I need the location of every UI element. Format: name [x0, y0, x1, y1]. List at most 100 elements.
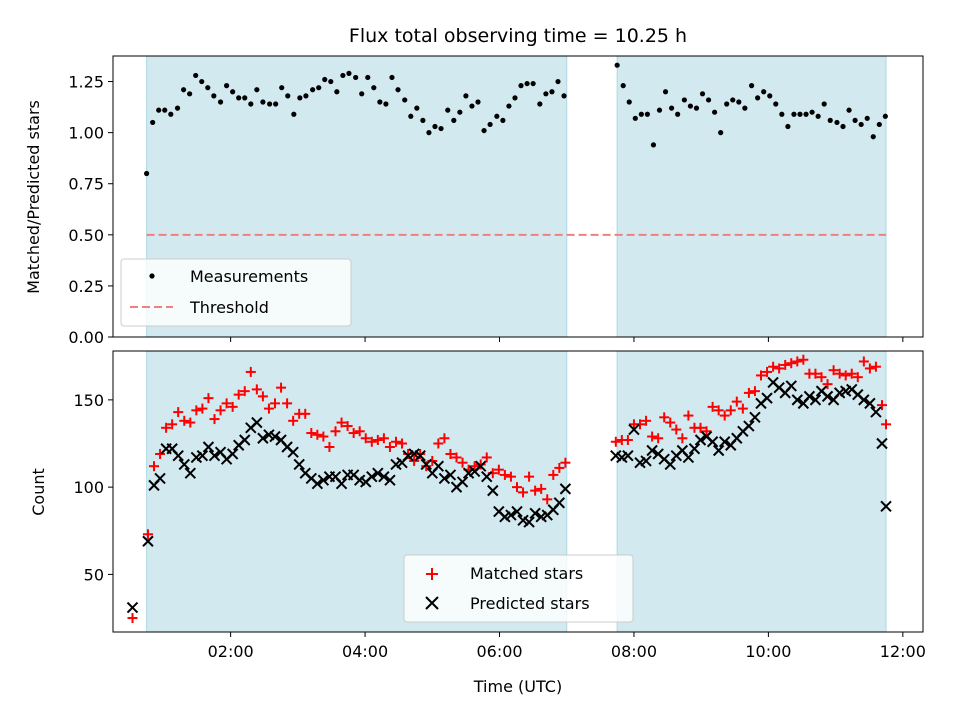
y-tick-label: 150 — [73, 391, 104, 410]
measurement-point — [162, 107, 168, 113]
measurement-point — [840, 123, 846, 130]
matched-star-marker — [493, 464, 504, 475]
measurement-point — [451, 117, 457, 123]
measurement-point — [644, 111, 650, 117]
measurement-point — [445, 107, 451, 113]
measurement-point — [279, 85, 285, 91]
matched-stars-points — [127, 354, 892, 624]
matched-star-marker — [245, 366, 256, 377]
predicted-star-marker — [505, 509, 517, 521]
matched-star-marker — [762, 366, 773, 377]
matched-star-marker — [834, 368, 845, 379]
measurement-point — [852, 117, 858, 123]
bottom-x-ticks: 02:00 04:00 06:00 08:00 10:00 12:00 — [208, 632, 926, 661]
predicted-star-marker — [876, 437, 888, 450]
measurement-point — [432, 123, 438, 130]
matched-star-marker — [737, 403, 748, 414]
y-tick-label: 1.25 — [68, 73, 104, 92]
matched-star-marker — [524, 471, 535, 482]
matched-star-marker — [239, 386, 250, 397]
matched-star-marker — [354, 426, 365, 437]
measurement-point — [870, 134, 876, 140]
measurement-point — [791, 111, 797, 117]
bottom-observing-windows — [146, 350, 887, 633]
matched-star-marker — [731, 396, 742, 407]
measurement-point — [748, 83, 755, 89]
matched-star-marker — [743, 387, 754, 398]
predicted-star-marker — [743, 420, 755, 432]
measurement-point — [475, 99, 481, 105]
measurement-point — [650, 142, 657, 148]
matched-star-marker — [433, 438, 444, 449]
matched-star-marker — [185, 417, 196, 428]
top-legend-box — [120, 258, 352, 327]
measurement-point — [537, 101, 543, 107]
matched-star-marker — [142, 529, 153, 540]
chart-title: Flux total observing time = 10.25 h — [349, 25, 687, 47]
measurement-point — [506, 103, 512, 109]
y-tick-label: 50 — [84, 565, 104, 584]
measurement-point — [316, 85, 322, 91]
top-axes-frame — [112, 55, 924, 338]
predicted-star-marker — [706, 436, 719, 448]
predicted-star-marker — [791, 394, 804, 406]
matched-star-marker — [282, 398, 293, 409]
measurement-point — [248, 101, 254, 107]
measurement-point — [481, 127, 487, 134]
predicted-star-marker — [864, 397, 876, 410]
measurement-point — [761, 89, 767, 95]
measurement-point — [389, 74, 395, 81]
matched-star-marker — [719, 410, 730, 421]
matched-star-marker — [457, 457, 468, 468]
measurement-point — [779, 111, 785, 117]
matched-star-marker — [846, 368, 857, 379]
predicted-star-marker — [317, 474, 330, 486]
predicted-star-marker — [880, 500, 892, 513]
measurement-point — [681, 97, 687, 103]
matched-star-marker — [197, 403, 208, 414]
matched-star-marker — [725, 405, 736, 416]
predicted-stars-points — [126, 376, 892, 614]
measurement-point — [156, 107, 162, 113]
measurement-point — [303, 93, 309, 99]
predicted-star-marker — [511, 505, 523, 518]
y-tick-label: 0.00 — [68, 328, 104, 347]
x-tick-label: 10:00 — [745, 642, 791, 661]
measurement-point — [285, 93, 291, 99]
predicted-star-marker — [184, 467, 197, 479]
predicted-star-marker — [178, 458, 190, 471]
measurement-point — [500, 117, 506, 123]
matched-star-marker — [439, 433, 450, 444]
matched-star-marker — [288, 415, 299, 426]
matched-star-marker — [677, 433, 688, 444]
matched-star-marker — [622, 435, 633, 446]
measurement-point — [426, 130, 432, 136]
matched-star-marker — [179, 415, 190, 426]
predicted-star-marker — [126, 601, 139, 614]
matched-star-marker — [518, 487, 529, 498]
measurement-point — [365, 74, 371, 81]
matched-star-marker — [233, 389, 244, 400]
x-tick-label: 02:00 — [208, 642, 254, 661]
matched-star-marker — [312, 429, 323, 440]
measurement-point — [620, 83, 626, 89]
predicted-star-marker — [523, 516, 535, 528]
y-tick-label: 0.75 — [68, 175, 104, 194]
matched-star-marker — [409, 455, 420, 466]
predicted-star-marker — [559, 483, 572, 495]
predicted-star-marker — [438, 472, 451, 485]
predicted-star-marker — [553, 497, 566, 509]
measurement-point — [524, 80, 530, 87]
predicted-star-marker — [688, 443, 701, 455]
matched-star-marker — [397, 438, 408, 449]
matched-star-marker — [828, 365, 839, 376]
measurement-point — [402, 97, 408, 103]
measurement-point — [724, 101, 730, 107]
measurement-point — [785, 123, 791, 130]
measurement-point — [469, 103, 475, 109]
predicted-star-marker — [481, 470, 493, 483]
bottom-axes-frame — [112, 350, 924, 633]
predicted-star-marker — [372, 467, 384, 479]
matched-star-marker — [554, 462, 565, 473]
predicted-star-marker — [287, 446, 299, 458]
